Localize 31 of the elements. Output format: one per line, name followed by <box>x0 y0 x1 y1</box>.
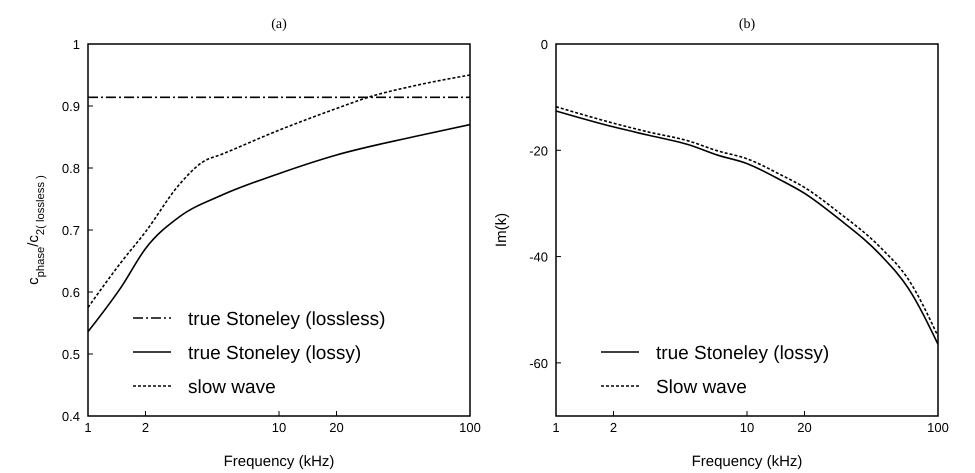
chart-title: (a) <box>271 17 288 32</box>
legend-label: true Stoneley (lossless) <box>188 309 386 330</box>
x-tick-label: 10 <box>272 420 286 435</box>
y-tick-label: 0.8 <box>62 161 80 176</box>
x-tick-label: 2 <box>142 420 150 435</box>
x-tick-label: 1 <box>84 420 92 435</box>
x-axis-title: Frequency (kHz) <box>692 453 802 470</box>
legend-label: true Stoneley (lossy) <box>656 343 830 364</box>
y-tick-label: -20 <box>529 143 548 158</box>
x-tick-label: 100 <box>927 420 949 435</box>
legend-label: true Stoneley (lossy) <box>188 343 362 364</box>
x-tick-label: 2 <box>610 420 618 435</box>
x-tick-label: 100 <box>459 420 481 435</box>
y-tick-label: 0.9 <box>62 99 80 114</box>
x-axis-title: Frequency (kHz) <box>224 453 334 470</box>
x-tick-label: 20 <box>797 420 812 435</box>
x-tick-label: 1 <box>552 420 560 435</box>
y-tick-label: 0.4 <box>62 409 80 424</box>
y-tick-label: -60 <box>529 356 548 371</box>
y-tick-label: -40 <box>529 250 548 265</box>
y-axis-title: Im(k) <box>493 212 510 248</box>
y-tick-label: 0.5 <box>62 347 80 362</box>
y-tick-label: 1 <box>72 37 80 52</box>
y-tick-label: 0.7 <box>62 223 80 238</box>
y-tick-label: 0.6 <box>62 285 80 300</box>
x-tick-label: 20 <box>329 420 344 435</box>
legend-label: slow wave <box>188 377 276 398</box>
chart-title: (b) <box>738 17 756 32</box>
y-tick-label: 0 <box>540 37 548 52</box>
x-tick-label: 10 <box>740 420 754 435</box>
legend-label: Slow wave <box>656 377 747 398</box>
